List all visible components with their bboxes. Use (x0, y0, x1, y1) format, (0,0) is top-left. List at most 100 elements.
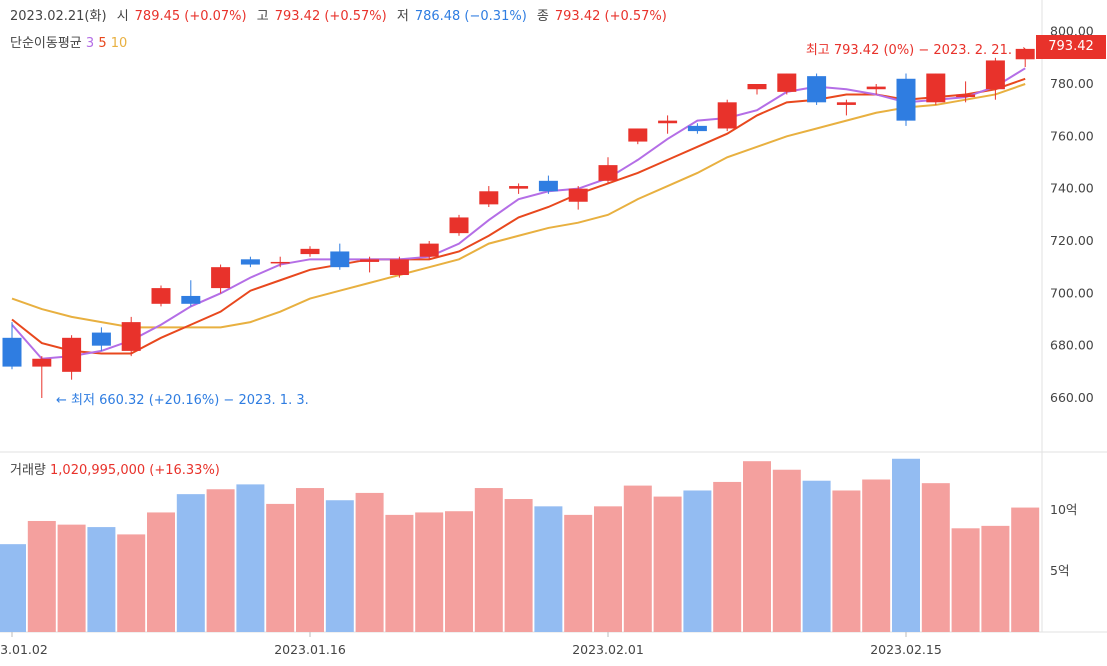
volume-legend-value: 1,020,995,000 (+16.33%) (50, 463, 220, 478)
volume-bar (743, 461, 771, 632)
volume-bar (683, 490, 712, 632)
price-tick-label: 800.00 (1050, 24, 1094, 39)
ma10-line (11, 83, 1026, 329)
candle-body (32, 358, 52, 367)
ma5-legend-value: 5 (98, 36, 107, 51)
candle-body (956, 94, 976, 98)
volume-bar (1011, 507, 1040, 632)
volume-bar (415, 512, 444, 632)
volume-bar (594, 506, 622, 632)
volume-bar (832, 490, 861, 632)
price-tick-label: 720.00 (1050, 233, 1094, 248)
low-label: 저 (396, 9, 409, 24)
price-tick-label: 680.00 (1050, 338, 1094, 353)
candle-body (270, 261, 290, 264)
candle-body (568, 188, 588, 202)
volume-legend[interactable]: 거래량 1,020,995,000 (+16.33%) (10, 459, 220, 478)
volume-bar (87, 527, 116, 632)
candle-body (658, 120, 678, 124)
candle-body (628, 128, 648, 142)
volume-bar (325, 500, 354, 632)
volume-bar (355, 492, 384, 632)
volume-layer (0, 458, 1040, 632)
ma-legend[interactable]: 단순이동평균 3 5 10 (10, 32, 127, 51)
x-tick-label: 2023.02.01 (572, 642, 644, 657)
candle-body (985, 60, 1005, 90)
candle-body (1015, 48, 1035, 60)
volume-bar (653, 496, 682, 632)
candle-body (2, 337, 22, 367)
low-value: 786.48 (−0.31%) (414, 9, 527, 24)
candle-body (330, 251, 350, 268)
candle-layer (2, 48, 1035, 398)
price-tick-label: 700.00 (1050, 285, 1094, 300)
candle-body (538, 180, 558, 192)
candle-body (717, 102, 737, 129)
candle-body (389, 259, 409, 276)
candle-body (777, 73, 797, 92)
candle-body (836, 102, 856, 105)
low-annotation: ← 최저 660.32 (+20.16%) − 2023. 1. 3. (56, 393, 309, 408)
volume-bar (474, 488, 503, 632)
ma5-line (11, 77, 1026, 355)
candle-body (926, 73, 946, 103)
volume-bar (623, 485, 652, 632)
price-tick-label: 780.00 (1050, 76, 1094, 91)
candle-body (866, 86, 886, 90)
candle-body (300, 248, 320, 255)
volume-bar (27, 520, 56, 632)
candle-body (687, 125, 707, 132)
ma10-line-layer (11, 83, 1026, 329)
candle-body (747, 84, 767, 90)
volume-bar (713, 481, 742, 632)
candle-body (896, 78, 916, 121)
volume-legend-label: 거래량 (10, 463, 46, 478)
volume-bar (147, 512, 175, 632)
ma10-legend-value: 10 (110, 36, 128, 51)
candle-body (449, 217, 469, 234)
ma3-line (11, 67, 1026, 360)
volume-bar (266, 503, 295, 632)
candle-body (62, 337, 82, 372)
volume-bar (57, 524, 86, 632)
x-tick-label: 2023.01.02 (0, 642, 48, 657)
price-tick-label: 760.00 (1050, 128, 1094, 143)
candle-body (211, 267, 231, 289)
ma5-line-layer (11, 77, 1026, 355)
ma-legend-label: 단순이동평균 (10, 36, 82, 51)
candle-body (419, 243, 439, 257)
price-tick-label: 740.00 (1050, 181, 1094, 196)
candle-body (807, 76, 827, 103)
volume-bar (534, 506, 563, 632)
volume-bar (892, 458, 920, 632)
candle-body (91, 332, 111, 346)
volume-bar (564, 514, 593, 632)
candle-body (598, 165, 618, 181)
candle-body (509, 186, 529, 189)
high-label: 고 (256, 9, 269, 24)
high-value: 793.42 (+0.57%) (274, 9, 387, 24)
volume-bar (296, 488, 324, 632)
close-label: 종 (536, 9, 549, 24)
x-tick-label: 2023.01.16 (274, 642, 346, 657)
ma3-legend-value: 3 (85, 36, 95, 51)
volume-tick-label: 5억 (1050, 563, 1069, 578)
volume-bar (445, 511, 473, 632)
volume-bar (176, 494, 205, 632)
volume-bar (0, 544, 26, 632)
candle-body (151, 288, 171, 304)
candle-body (360, 259, 380, 262)
volume-bar (981, 525, 1010, 632)
volume-bar (951, 528, 980, 632)
candle-body (121, 322, 141, 351)
close-value: 793.42 (+0.57%) (554, 9, 667, 24)
current-price-tag: 793.42 (1036, 35, 1106, 59)
ma3-line-layer (11, 67, 1026, 360)
volume-bar (862, 479, 891, 632)
ohlc-header: 2023.02.21(화) 시 789.45 (+0.07%) 고 793.42 (… (10, 5, 673, 24)
candle-body (181, 295, 201, 304)
volume-bar (236, 484, 265, 632)
header-date: 2023.02.21(화) (10, 9, 107, 24)
open-label: 시 (116, 9, 129, 24)
